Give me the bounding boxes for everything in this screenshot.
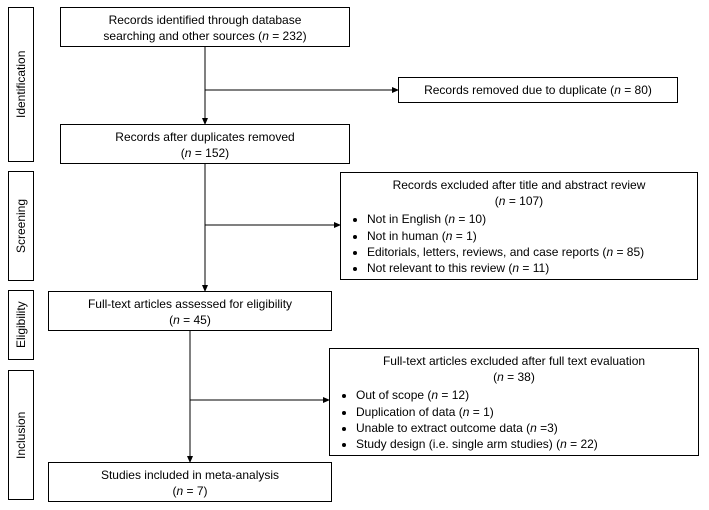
n-label: n [262, 29, 269, 43]
n-label: n [497, 370, 504, 384]
text: Full-text articles excluded after full t… [383, 354, 645, 368]
list-item: Out of scope (n = 12) [356, 387, 690, 403]
text: Studies included in meta-analysis [101, 468, 279, 482]
exclusion-list: Out of scope (n = 12) Duplication of dat… [338, 387, 690, 452]
text: = 80) [621, 83, 652, 97]
text: = 45) [180, 313, 211, 327]
text: Records identified through database [109, 13, 302, 27]
list-item: Not relevant to this review (n = 11) [367, 260, 689, 276]
text: = 7) [183, 484, 207, 498]
text: Records excluded after title and abstrac… [393, 178, 646, 192]
box-included: Studies included in meta-analysis (n = 7… [48, 462, 332, 502]
box-excluded-title-abstract: Records excluded after title and abstrac… [340, 172, 698, 280]
stage-identification: Identification [8, 7, 34, 162]
box-fulltext-assessed: Full-text articles assessed for eligibil… [48, 291, 332, 331]
stage-screening: Screening [8, 171, 34, 281]
box-after-duplicates: Records after duplicates removed (n = 15… [60, 124, 350, 164]
stage-label-text: Identification [14, 51, 28, 118]
text: = 232) [269, 29, 307, 43]
list-item: Not in English (n = 10) [367, 211, 689, 227]
list-item: Editorials, letters, reviews, and case r… [367, 244, 689, 260]
stage-label-text: Inclusion [14, 411, 28, 458]
text: Records removed due to duplicate ( [424, 83, 614, 97]
text: searching and other sources ( [103, 29, 262, 43]
n-label: n [614, 83, 621, 97]
box-excluded-fulltext: Full-text articles excluded after full t… [329, 348, 699, 456]
text: = 152) [191, 146, 229, 160]
exclusion-list: Not in English (n = 10) Not in human (n … [349, 211, 689, 276]
list-item: Study design (i.e. single arm studies) (… [356, 436, 690, 452]
list-item: Duplication of data (n = 1) [356, 404, 690, 420]
text: Full-text articles assessed for eligibil… [88, 297, 292, 311]
list-item: Not in human (n = 1) [367, 228, 689, 244]
stage-inclusion: Inclusion [8, 370, 34, 500]
text: = 38) [504, 370, 535, 384]
box-duplicates-removed-side: Records removed due to duplicate (n = 80… [398, 77, 678, 103]
box-identified: Records identified through database sear… [60, 7, 350, 47]
stage-label-text: Screening [14, 199, 28, 253]
text: Records after duplicates removed [115, 130, 294, 144]
stage-eligibility: Eligibility [8, 290, 34, 360]
list-item: Unable to extract outcome data (n =3) [356, 420, 690, 436]
n-label: n [173, 313, 180, 327]
text: = 107) [505, 194, 543, 208]
stage-label-text: Eligibility [14, 302, 28, 349]
